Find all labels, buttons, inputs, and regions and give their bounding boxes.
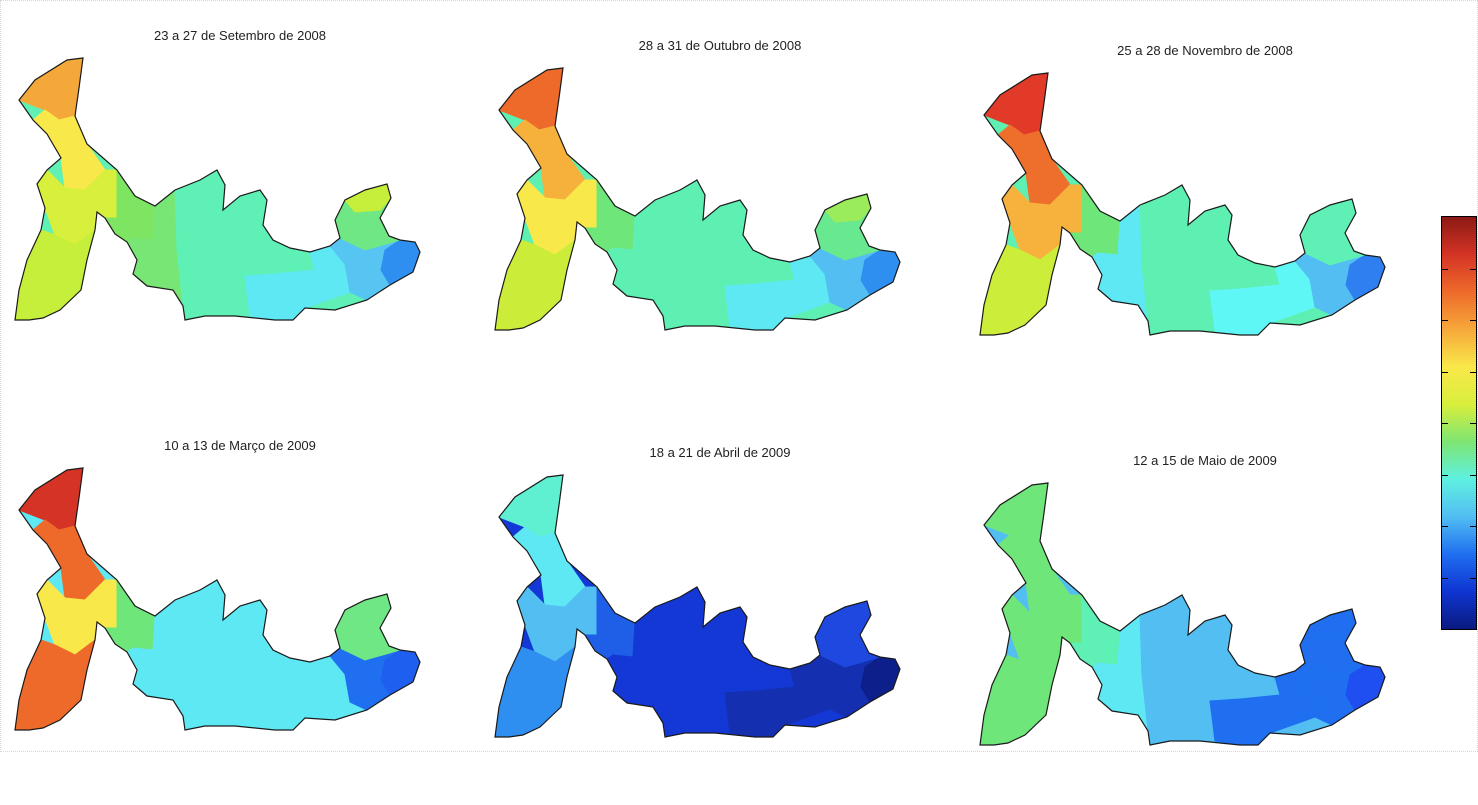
- reservoir-map: [14, 57, 421, 321]
- colorbar-tick: [1442, 423, 1448, 424]
- zone-lower-arm: [980, 243, 1061, 335]
- colorbar-tick: [1470, 475, 1476, 476]
- colorbar: [1441, 216, 1477, 630]
- colorbar-tick: [1442, 526, 1448, 527]
- panel-title: 23 a 27 de Setembro de 2008: [153, 28, 327, 43]
- reservoir-outline: [14, 57, 421, 321]
- colorbar-tick: [1470, 578, 1476, 579]
- colorbar-tick: [1470, 423, 1476, 424]
- reservoir-map: [494, 474, 901, 738]
- map-panel-5: 18 a 21 de Abril de 2009: [485, 437, 955, 797]
- colorbar-tick: [1442, 320, 1448, 321]
- colorbar-tick: [1442, 372, 1448, 373]
- map-panel-3: 25 a 28 de Novembro de 2008: [970, 35, 1440, 395]
- panel-title: 18 a 21 de Abril de 2009: [649, 445, 791, 460]
- colorbar-tick: [1442, 578, 1448, 579]
- reservoir-map: [979, 482, 1386, 746]
- reservoir-map: [979, 72, 1386, 336]
- zone-lower-arm: [15, 228, 96, 320]
- panel-title: 10 a 13 de Março de 2009: [164, 438, 316, 453]
- reservoir-outline: [494, 67, 901, 331]
- reservoir-outline: [494, 474, 901, 738]
- panel-title: 28 a 31 de Outubro de 2008: [638, 38, 802, 53]
- colorbar-tick: [1470, 526, 1476, 527]
- reservoir-map: [494, 67, 901, 331]
- reservoir-map: [14, 467, 421, 731]
- colorbar-tick: [1442, 269, 1448, 270]
- zone-lower-arm: [980, 653, 1061, 745]
- map-panel-6: 12 a 15 de Maio de 2009: [970, 445, 1440, 805]
- colorbar-tick: [1470, 372, 1476, 373]
- zone-lower-arm: [495, 645, 576, 737]
- panel-title: 12 a 15 de Maio de 2009: [1133, 453, 1277, 468]
- map-panel-4: 10 a 13 de Março de 2009: [5, 430, 475, 790]
- panel-title: 25 a 28 de Novembro de 2008: [1117, 43, 1293, 58]
- map-panel-1: 23 a 27 de Setembro de 2008: [5, 20, 475, 380]
- colorbar-tick: [1470, 320, 1476, 321]
- colorbar-tick: [1442, 475, 1448, 476]
- zone-lower-arm: [15, 638, 96, 730]
- zone-lower-arm: [495, 238, 576, 330]
- reservoir-outline: [14, 467, 421, 731]
- reservoir-outline: [979, 72, 1386, 336]
- colorbar-tick: [1470, 269, 1476, 270]
- reservoir-outline: [979, 482, 1386, 746]
- map-panel-2: 28 a 31 de Outubro de 2008: [485, 30, 955, 390]
